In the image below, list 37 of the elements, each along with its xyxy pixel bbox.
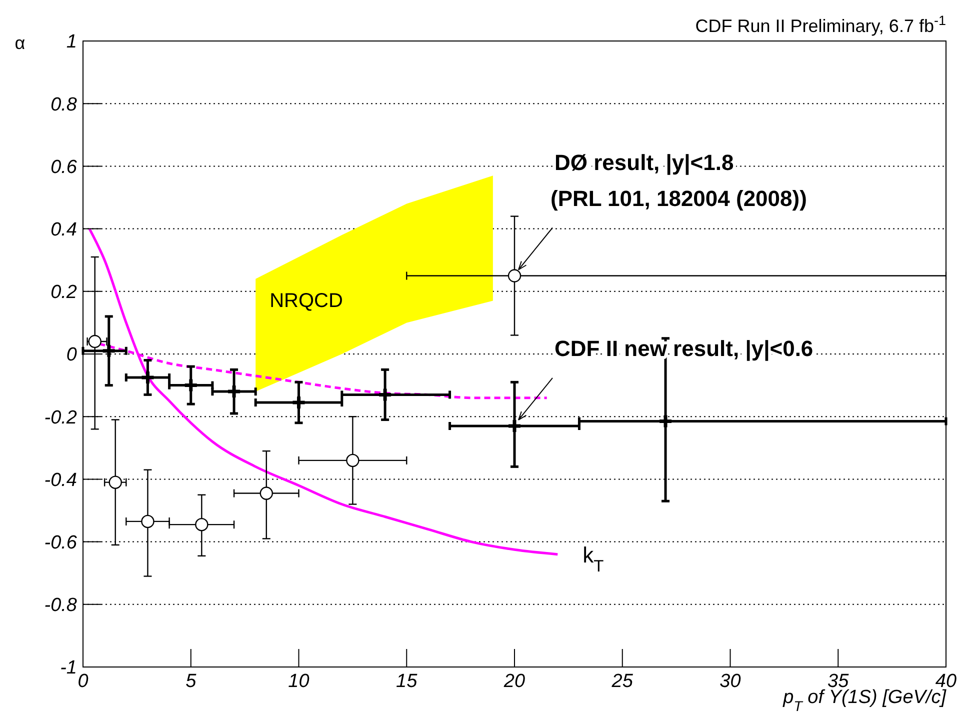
x-tick-label: 20	[502, 671, 526, 692]
point	[226, 384, 242, 400]
point	[346, 454, 360, 468]
y-tick-label: 0	[66, 344, 78, 366]
point	[183, 378, 199, 394]
point	[377, 386, 393, 402]
y-axis-title: α	[14, 33, 26, 53]
y-tick-label: 0.6	[50, 156, 78, 178]
point	[195, 518, 208, 532]
x-tick-label: 10	[288, 671, 310, 692]
y-tick-label: -0.6	[44, 532, 78, 554]
point	[140, 370, 156, 386]
point	[506, 418, 522, 434]
point	[658, 414, 674, 430]
series-label: k$_{T}$	[582, 542, 604, 576]
x-tick-label: 15	[396, 671, 418, 692]
point	[141, 514, 154, 528]
y-tick-label: 1	[66, 32, 77, 53]
y-tick-label: 0.2	[50, 282, 78, 304]
x-tick-label: 25	[610, 671, 634, 692]
point	[260, 486, 273, 500]
point	[88, 334, 102, 348]
chart-title: CDF Run II Preliminary, 6.7 fb$^{-1}$	[695, 12, 946, 36]
y-tick-label: -0.2	[44, 407, 78, 428]
y-tick-label: -1	[60, 658, 77, 679]
y-tick-label: -0.4	[44, 470, 77, 491]
point	[108, 476, 122, 489]
series-label: NRQCD	[270, 290, 343, 312]
y-tick-label: 0.8	[50, 94, 78, 116]
point	[508, 269, 522, 282]
annotation: DØ result, |y|<1.8 (PRL 101, 182004 (2008))	[550, 150, 807, 211]
y-tick-label: 0.4	[50, 219, 77, 240]
x-tick-label: 30	[720, 671, 742, 692]
point	[291, 394, 306, 410]
x-tick-label: 5	[186, 671, 197, 692]
y-tick-label: -0.8	[44, 595, 78, 616]
point	[101, 343, 117, 359]
